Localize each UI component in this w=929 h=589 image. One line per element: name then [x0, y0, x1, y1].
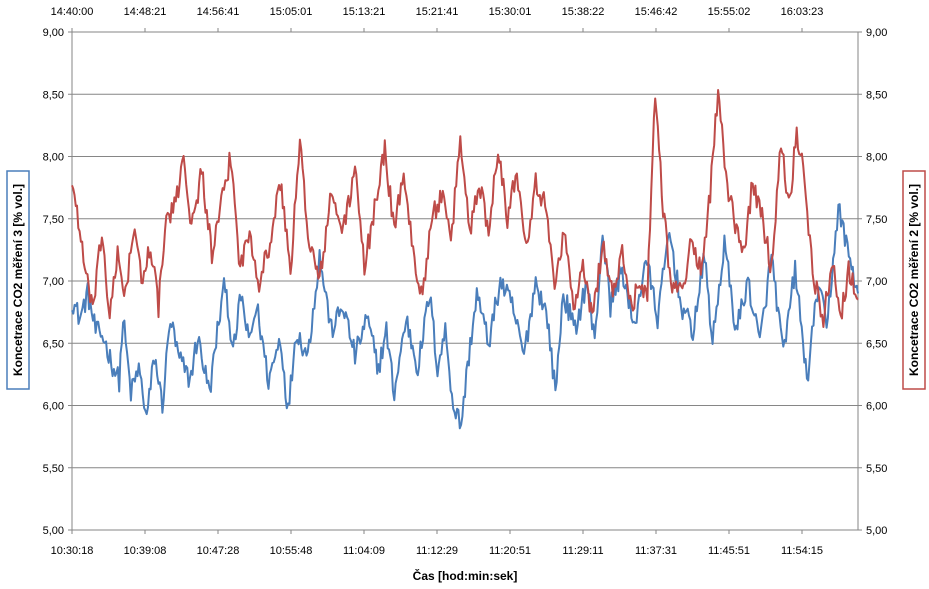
left-y-tick-label: 7,00 — [43, 276, 64, 288]
left-y-tick-labels: 5,00 5,50 6,00 6,50 7,00 7,50 8,00 8,50 9,00 — [43, 27, 64, 537]
left-y-tick-label: 9,00 — [43, 27, 64, 39]
right-y-tick-label: 6,50 — [866, 338, 887, 350]
left-y-tick-label: 5,50 — [43, 463, 64, 475]
x-axis-title: Čas [hod:min:sek] — [413, 568, 518, 583]
left-y-tick-label: 6,50 — [43, 338, 64, 350]
series-line-mereni-2 — [71, 89, 859, 328]
top-x-tick-label: 14:40:00 — [51, 6, 94, 18]
top-x-tick-label: 15:05:01 — [270, 6, 313, 18]
left-y-tick-label: 8,50 — [43, 89, 64, 101]
gridlines — [68, 28, 862, 534]
top-x-tick-label: 16:03:23 — [781, 6, 824, 18]
top-x-tick-label: 15:13:21 — [343, 6, 386, 18]
top-x-tick-label: 15:46:42 — [635, 6, 678, 18]
right-y-tick-labels: 5,00 5,50 6,00 6,50 7,00 7,50 8,00 8,50 9,00 — [866, 27, 887, 537]
top-x-tick-label: 15:38:22 — [562, 6, 605, 18]
top-x-tick-label: 14:56:41 — [197, 6, 240, 18]
right-y-tick-label: 7,50 — [866, 214, 887, 226]
top-x-tick-label: 15:30:01 — [489, 6, 532, 18]
bottom-x-tick-label: 11:54:15 — [781, 545, 823, 557]
left-y-tick-label: 6,00 — [43, 401, 64, 413]
bottom-x-tick-label: 10:55:48 — [270, 545, 313, 557]
bottom-x-tick-label: 11:04:09 — [343, 545, 385, 557]
top-x-tick-label: 14:48:21 — [124, 6, 167, 18]
left-y-tick-label: 7,50 — [43, 214, 64, 226]
right-y-tick-label: 8,00 — [866, 152, 887, 164]
bottom-x-tick-label: 11:12:29 — [416, 545, 458, 557]
right-y-tick-label: 7,00 — [866, 276, 887, 288]
right-y-tick-label: 8,50 — [866, 89, 887, 101]
bottom-x-tick-label: 11:29:11 — [562, 545, 603, 557]
right-axis-title: Koncetrace CO2 měření 2 [% vol.] — [907, 184, 921, 376]
left-y-tick-label: 8,00 — [43, 152, 64, 164]
right-y-tick-label: 5,00 — [866, 525, 887, 537]
bottom-x-tick-label: 11:45:51 — [708, 545, 750, 557]
top-x-tick-label: 15:21:41 — [416, 6, 459, 18]
top-x-tick-label: 15:55:02 — [708, 6, 751, 18]
right-y-tick-label: 6,00 — [866, 401, 887, 413]
bottom-x-tick-labels: 10:30:18 10:39:08 10:47:28 10:55:48 11:04:09… — [51, 545, 823, 557]
left-y-tick-label: 5,00 — [43, 525, 64, 537]
right-y-tick-label: 9,00 — [866, 27, 887, 39]
left-axis-title: Koncetrace CO2 měření 3 [% vol.] — [11, 184, 25, 376]
bottom-x-tick-label: 10:47:28 — [197, 545, 240, 557]
left-axis-title-box — [6, 170, 30, 390]
right-y-tick-label: 5,50 — [866, 463, 887, 475]
bottom-x-tick-label: 10:39:08 — [124, 545, 167, 557]
top-x-tick-labels: 14:40:00 14:48:21 14:56:41 15:05:01 15:13:21… — [51, 6, 824, 18]
bottom-x-tick-label: 11:20:51 — [489, 545, 531, 557]
bottom-x-tick-label: 10:30:18 — [51, 545, 94, 557]
right-axis-title-box — [902, 170, 926, 390]
series-layer — [71, 89, 859, 430]
series-line-mereni-3 — [71, 203, 859, 430]
bottom-x-tick-label: 11:37:31 — [635, 545, 677, 557]
